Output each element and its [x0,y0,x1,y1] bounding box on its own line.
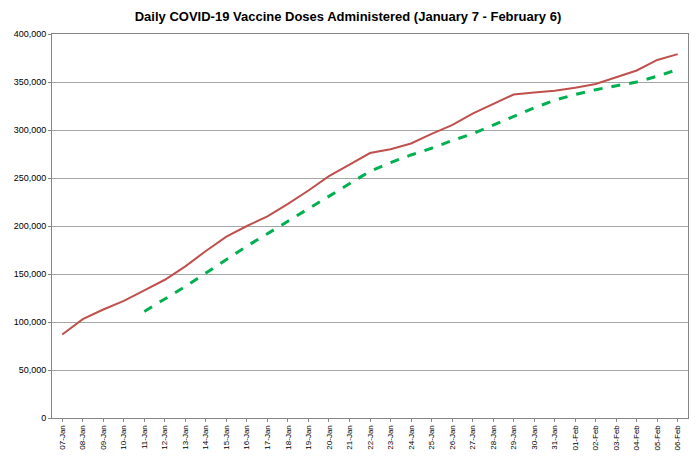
svg-text:23-Jan: 23-Jan [386,425,395,449]
svg-text:26-Jan: 26-Jan [448,425,457,449]
svg-text:20-Jan: 20-Jan [325,425,334,449]
svg-text:Daily COVID-19 Vaccine Doses A: Daily COVID-19 Vaccine Doses Administere… [135,9,562,24]
svg-text:19-Jan: 19-Jan [304,425,313,449]
svg-text:50,000: 50,000 [19,365,47,375]
svg-text:12-Jan: 12-Jan [160,425,169,449]
svg-text:11-Jan: 11-Jan [140,425,149,449]
svg-text:16-Jan: 16-Jan [243,425,252,449]
svg-text:28-Jan: 28-Jan [489,425,498,449]
svg-text:22-Jan: 22-Jan [366,425,375,449]
svg-text:30-Jan: 30-Jan [530,425,539,449]
svg-text:13-Jan: 13-Jan [181,425,190,449]
svg-text:04-Feb: 04-Feb [632,425,641,451]
svg-text:300,000: 300,000 [14,125,47,135]
svg-text:400,000: 400,000 [14,29,47,39]
svg-text:27-Jan: 27-Jan [468,425,477,449]
svg-text:150,000: 150,000 [14,269,47,279]
svg-text:29-Jan: 29-Jan [509,425,518,449]
svg-text:02-Feb: 02-Feb [591,425,600,451]
svg-text:01-Feb: 01-Feb [571,425,580,451]
svg-text:17-Jan: 17-Jan [263,425,272,449]
svg-text:24-Jan: 24-Jan [407,425,416,449]
svg-text:31-Jan: 31-Jan [550,425,559,449]
svg-text:100,000: 100,000 [14,317,47,327]
svg-text:09-Jan: 09-Jan [99,425,108,449]
svg-text:18-Jan: 18-Jan [284,425,293,449]
svg-text:25-Jan: 25-Jan [427,425,436,449]
svg-text:10-Jan: 10-Jan [119,425,128,449]
svg-text:14-Jan: 14-Jan [201,425,210,449]
svg-text:21-Jan: 21-Jan [345,425,354,449]
svg-text:07-Jan: 07-Jan [58,425,67,449]
svg-text:0: 0 [41,413,46,423]
svg-text:250,000: 250,000 [14,173,47,183]
svg-text:350,000: 350,000 [14,77,47,87]
svg-text:08-Jan: 08-Jan [78,425,87,449]
svg-text:03-Feb: 03-Feb [612,425,621,451]
svg-text:05-Feb: 05-Feb [653,425,662,451]
svg-text:15-Jan: 15-Jan [222,425,231,449]
svg-text:200,000: 200,000 [14,221,47,231]
svg-text:06-Feb: 06-Feb [673,425,682,451]
